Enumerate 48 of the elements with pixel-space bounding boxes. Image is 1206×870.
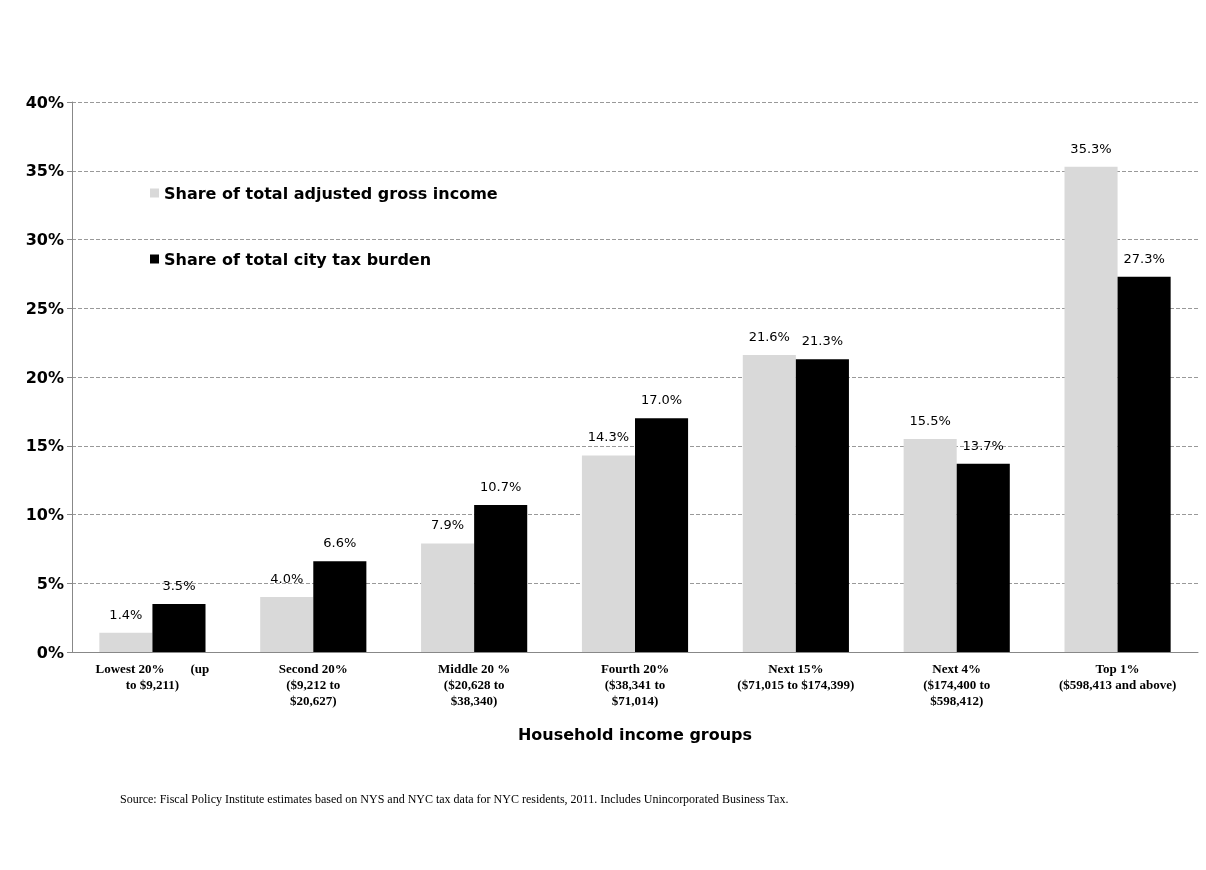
x-tick-label: Top 1% ($598,413 and above) <box>1058 660 1177 692</box>
bar <box>956 463 1010 652</box>
y-tick-label: 10% <box>25 505 64 524</box>
x-tick-label: Second 20% ($9,212 to $20,627) <box>278 660 348 708</box>
y-tick-label: 0% <box>36 642 64 662</box>
legend-label: Share of total city tax burden <box>164 249 432 269</box>
y-tick-label: 35% <box>25 161 64 181</box>
bar <box>1117 276 1171 652</box>
y-tick-label: 25% <box>25 298 64 318</box>
x-axis-title: Household income groups <box>517 724 753 744</box>
x-tick-label: Fourth 20% ($38,341 to $71,014) <box>600 660 670 708</box>
data-label: 21.3% <box>801 333 844 349</box>
data-label: 6.6% <box>323 535 357 551</box>
bar <box>635 418 689 652</box>
data-label: 10.7% <box>480 478 522 494</box>
x-tick-label: Middle 20 % ($20,628 to $38,340) <box>438 660 511 708</box>
data-label: 14.3% <box>587 429 630 445</box>
bar <box>152 603 206 652</box>
data-label: 4.0% <box>270 571 304 586</box>
legend-label: Share of total adjusted gross income <box>164 183 498 203</box>
data-label: 1.4% <box>109 606 143 622</box>
x-tick-label: Next 15% ($71,015 to $174,399) <box>737 660 855 692</box>
bar <box>313 561 367 652</box>
bar <box>421 543 475 652</box>
y-tick-label: 5% <box>36 573 64 593</box>
data-label: 17.0% <box>640 392 683 408</box>
x-tick-label: Next 4% ($174,400 to $598,412) <box>923 660 991 708</box>
bar <box>1064 166 1118 652</box>
bar <box>99 632 153 652</box>
source-note: Source: Fiscal Policy Institute estimates based on NYS and NYC tax data for NYC residents, 2011. Includes Unincorporated Business Tax. <box>120 792 789 806</box>
bar <box>474 504 528 652</box>
data-label: 3.5% <box>162 577 196 593</box>
bar <box>903 438 957 652</box>
y-tick-label: 40% <box>25 92 64 112</box>
data-label: 15.5% <box>909 412 951 428</box>
data-label: 13.7% <box>962 437 1004 453</box>
x-tick-label: Lowest 20% (up to $9,211) <box>95 660 210 692</box>
bar <box>581 455 635 652</box>
data-label: 7.9% <box>431 517 465 533</box>
bar <box>742 355 796 652</box>
y-tick-label: 15% <box>25 436 64 456</box>
data-label: 27.3% <box>1123 250 1165 266</box>
bar <box>260 597 314 652</box>
y-tick-label: 20% <box>25 367 64 387</box>
y-tick-label: 30% <box>25 230 64 249</box>
bar <box>795 359 849 652</box>
data-label: 21.6% <box>748 329 790 344</box>
data-label: 35.3% <box>1070 140 1112 156</box>
